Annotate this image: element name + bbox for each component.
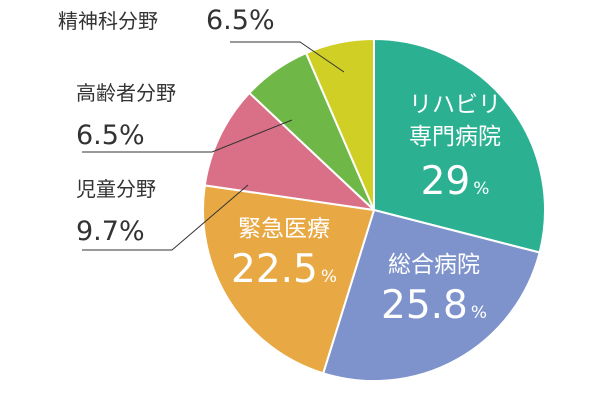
slice-6-leader-line: [230, 41, 345, 73]
slice-5-label: 高齢者分野 6.5%: [76, 81, 293, 153]
slice-2-label: 総合病院 25.8%: [381, 252, 487, 328]
slice-6-value: 6.5%: [206, 5, 275, 36]
slice-3: [202, 184, 375, 375]
slice-2-value-number: 25.8: [381, 283, 468, 328]
slice-1-value-unit: %: [473, 179, 489, 199]
slice-5-name: 高齢者分野: [76, 81, 176, 105]
slice-1: [373, 38, 547, 254]
slice-1-value: 29%: [421, 159, 490, 204]
slice-3-value-unit: %: [321, 267, 337, 287]
slice-3-label: 緊急医療 22.5%: [231, 216, 337, 292]
slice-2-value-unit: %: [471, 303, 487, 323]
slice-1-value-number: 29: [421, 159, 471, 204]
slice-6: [305, 38, 375, 211]
slice-3-name-line-1: 緊急医療: [238, 216, 330, 242]
slice-5-leader-line: [82, 119, 293, 153]
slice-4-label: 児童分野 9.7%: [76, 177, 249, 251]
slice-3-value: 22.5%: [231, 247, 337, 292]
slice-2-value: 25.8%: [381, 283, 487, 328]
slice-6-label: 精神科分野 6.5%: [58, 5, 345, 73]
slice-4-name: 児童分野: [76, 177, 156, 201]
slice-2: [322, 209, 541, 382]
slice-1-name-line-2: 専門病院: [409, 124, 501, 150]
slice-4-value: 9.7%: [76, 216, 145, 247]
slice-5-value: 6.5%: [76, 120, 145, 151]
slice-3-value-number: 22.5: [231, 247, 318, 292]
slice-4-leader-line: [82, 184, 249, 251]
slice-4: [203, 91, 375, 211]
pie-slices: [202, 38, 547, 382]
slice-2-name-line-1: 総合病院: [388, 252, 480, 278]
slice-1-name-line-1: リハビリ: [409, 92, 501, 118]
slice-6-name: 精神科分野: [58, 9, 158, 33]
